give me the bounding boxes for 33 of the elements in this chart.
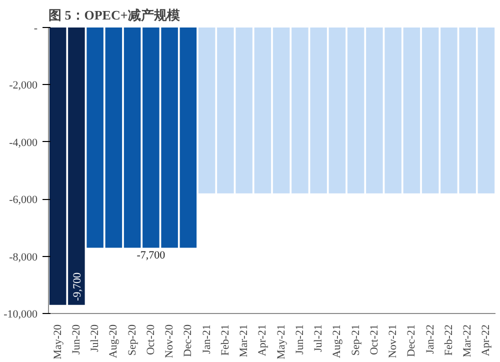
y-tick-label: -2,000 <box>9 80 38 92</box>
x-tick-label: Jan-22 <box>424 324 436 354</box>
y-tick-label: - <box>34 22 38 34</box>
chart-title: 图 5：OPEC+减产规模 <box>48 8 180 22</box>
y-tick-label: -6,000 <box>9 194 38 206</box>
x-tick-label: May-20 <box>52 324 64 360</box>
x-tick-label: Aug-21 <box>331 324 344 358</box>
x-tick-label: Mar-21 <box>238 324 250 358</box>
x-tick-label: Sep-20 <box>126 324 138 356</box>
data-label: -7,700 <box>136 250 166 262</box>
x-tick-label: Aug-20 <box>108 324 120 358</box>
x-tick-label: Oct-21 <box>368 324 380 356</box>
x-tick-label: Apr-21 <box>256 324 269 356</box>
x-tick-label: Apr-22 <box>480 324 492 356</box>
x-tick-label: Nov-21 <box>387 324 400 358</box>
data-label: -9,700 <box>71 272 84 301</box>
x-tick-label: Mar-22 <box>462 324 474 358</box>
x-tick-label: Feb-22 <box>442 324 455 356</box>
y-tick-label: -8,000 <box>9 251 38 264</box>
y-tick-label: -10,000 <box>4 308 38 320</box>
x-tick-label: Sep-21 <box>350 324 362 356</box>
x-tick-label: Oct-20 <box>144 324 157 356</box>
x-tick-label: Jun-20 <box>70 324 82 354</box>
x-tick-label: Jul-21 <box>312 324 325 352</box>
x-tick-label: Dec-20 <box>182 324 194 357</box>
x-tick-label: Nov-20 <box>164 324 176 358</box>
x-tick-label: May-21 <box>275 324 288 360</box>
x-tick-label: Feb-21 <box>219 324 232 356</box>
x-tick-label: Jan-21 <box>200 324 213 354</box>
x-tick-label: Dec-21 <box>406 324 418 357</box>
x-tick-label: Jun-21 <box>294 324 306 354</box>
x-tick-label: Jul-20 <box>89 324 102 352</box>
y-tick-label: -4,000 <box>9 136 38 149</box>
